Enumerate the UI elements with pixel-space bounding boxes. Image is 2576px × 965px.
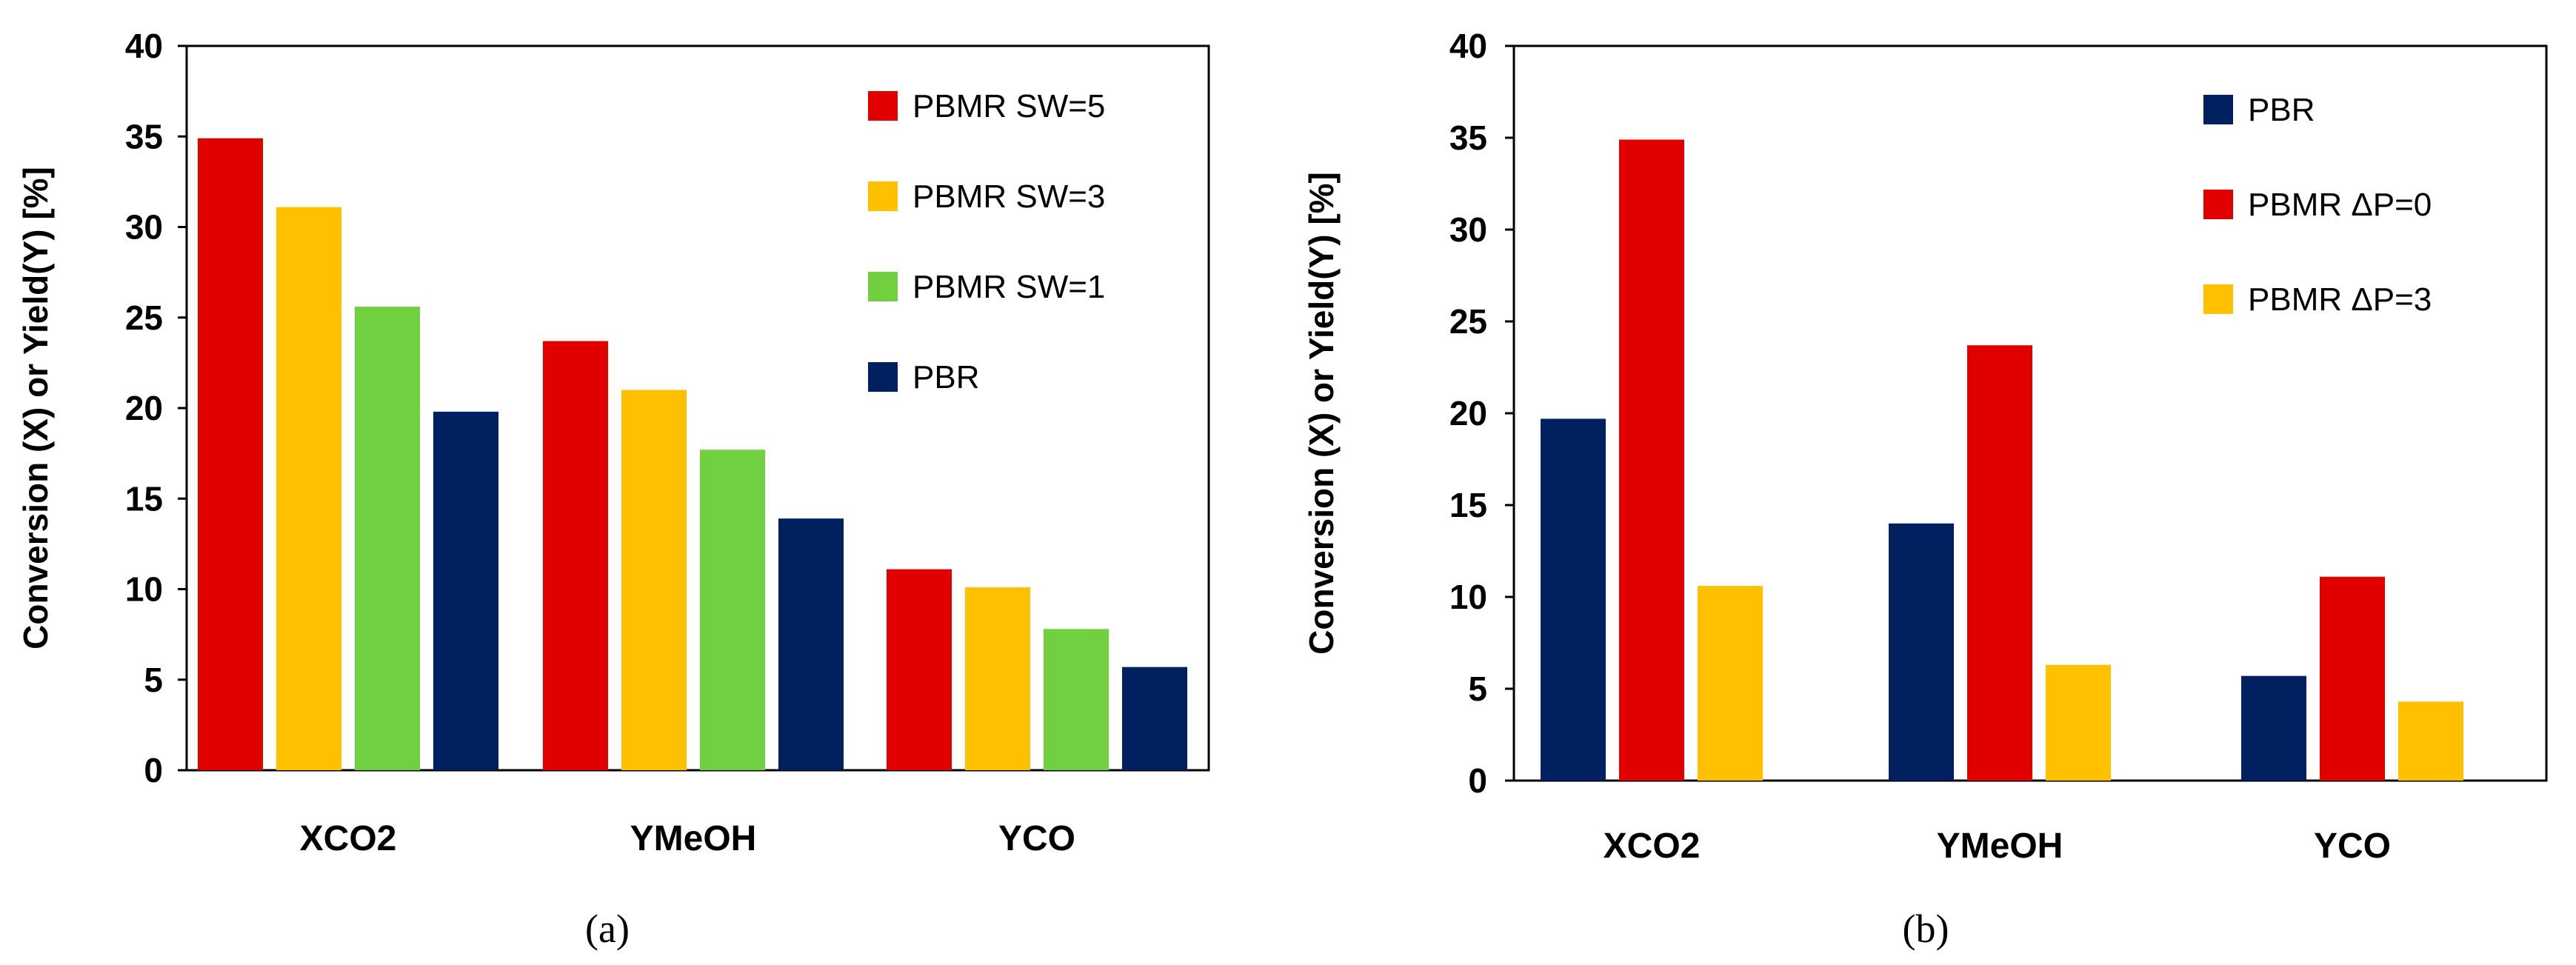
- x-category-label: XCO2: [1604, 827, 1701, 866]
- bar-ymeoh-series-1: [1889, 523, 1954, 781]
- y-axis-label: Conversion (X) or Yield(Y) [%]: [1302, 172, 1341, 655]
- y-tick-label: 20: [1449, 394, 1487, 433]
- y-axis-label: Conversion (X) or Yield(Y) [%]: [16, 167, 55, 650]
- legend-label: PBR: [2248, 92, 2315, 128]
- bar-ymeoh-series-3: [2046, 664, 2111, 781]
- bar-ymeoh-series-3: [700, 450, 765, 770]
- bar-yco-series-2: [2320, 576, 2385, 781]
- y-tick-label: 15: [125, 479, 163, 518]
- bar-xco2-series-3: [1698, 586, 1763, 781]
- bar-ymeoh-series-2: [621, 390, 687, 770]
- legend-swatch: [868, 91, 898, 121]
- y-tick-label: 30: [125, 208, 163, 247]
- x-category-label: YCO: [998, 819, 1075, 858]
- x-category-label: YMeOH: [1937, 827, 2063, 866]
- y-tick-label: 35: [1449, 118, 1487, 157]
- y-tick-label: 10: [1449, 578, 1487, 616]
- bar-yco-series-3: [2398, 701, 2463, 781]
- y-tick-label: 25: [1449, 302, 1487, 341]
- legend: PBR PBMR ΔP=0 PBMR ΔP=3: [2203, 92, 2432, 318]
- bar-ymeoh-series-4: [778, 518, 844, 770]
- bar-xco2-series-1: [1541, 418, 1606, 781]
- legend-label: PBMR SW=5: [912, 88, 1105, 124]
- y-tick-label: 5: [1468, 670, 1487, 708]
- legend-swatch: [2203, 190, 2233, 219]
- legend-swatch: [2203, 95, 2233, 124]
- bar-xco2-series-2: [1619, 139, 1684, 781]
- x-category-label: YMeOH: [630, 819, 757, 858]
- y-tick-label: 5: [144, 661, 163, 699]
- bar-xco2-series-2: [276, 207, 341, 771]
- bar-yco-series-1: [887, 569, 952, 770]
- legend-label: PBMR ΔP=3: [2248, 281, 2432, 318]
- x-category-label: XCO2: [300, 819, 397, 858]
- bar-ymeoh-series-2: [1967, 345, 2032, 781]
- y-tick-label: 40: [1449, 27, 1487, 65]
- legend-label: PBMR SW=1: [912, 269, 1105, 305]
- bar-yco-series-4: [1122, 667, 1187, 770]
- y-tick-label: 15: [1449, 486, 1487, 524]
- legend-label: PBMR SW=3: [912, 178, 1105, 215]
- bar-xco2-series-4: [433, 411, 498, 770]
- legend-label: PBMR ΔP=0: [2248, 187, 2432, 223]
- legend-swatch: [868, 181, 898, 211]
- x-category-label: YCO: [2314, 827, 2391, 866]
- panel-caption: (a): [585, 906, 630, 951]
- bar-yco-series-1: [2241, 675, 2306, 781]
- bar-yco-series-3: [1044, 629, 1109, 770]
- y-tick-label: 10: [125, 570, 163, 609]
- y-tick-label: 30: [1449, 210, 1487, 249]
- chart-panel-a: 0 5 10 15 20 25 30 35 40 Conversion (X) or Yield(…: [16, 27, 1210, 951]
- legend-swatch: [868, 272, 898, 301]
- y-tick-label: 40: [125, 27, 163, 65]
- bar-xco2-series-1: [198, 138, 263, 770]
- bar-ymeoh-series-1: [543, 341, 608, 770]
- legend-label: PBR: [912, 359, 979, 395]
- y-tick-label: 25: [125, 298, 163, 337]
- y-tick-label: 35: [125, 117, 163, 156]
- y-tick-label: 20: [125, 389, 163, 427]
- y-tick-label: 0: [144, 751, 163, 789]
- legend: PBMR SW=5 PBMR SW=3 PBMR SW=1 PBR: [868, 88, 1105, 395]
- chart-panel-b: 0 5 10 15 20 25 30 35 40 Conversion (X) or Yield(…: [1302, 27, 2548, 951]
- bar-yco-series-2: [965, 587, 1030, 770]
- panel-caption: (b): [1903, 906, 1949, 951]
- legend-swatch: [2203, 284, 2233, 314]
- y-tick-label: 0: [1468, 761, 1487, 800]
- legend-swatch: [868, 362, 898, 392]
- bar-xco2-series-3: [355, 307, 420, 771]
